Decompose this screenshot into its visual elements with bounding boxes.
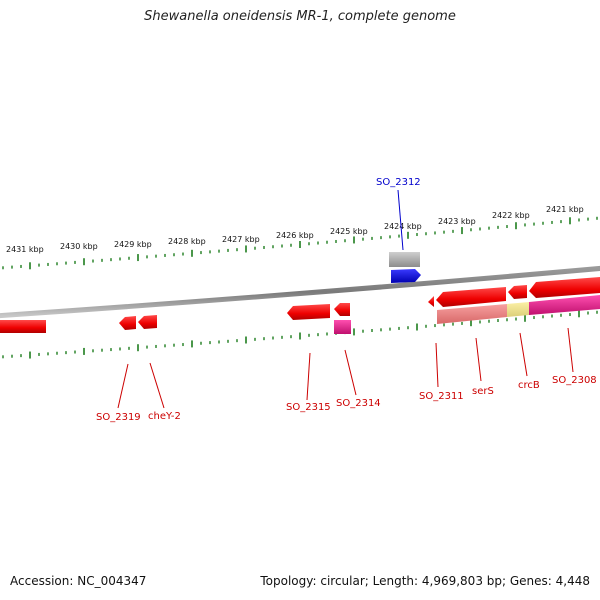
leader-chey-2 xyxy=(149,362,165,409)
tick-label-2428: 2428 kbp xyxy=(168,237,206,246)
gene-so-2314-red[interactable] xyxy=(334,303,350,316)
leader-so-2311 xyxy=(435,342,439,388)
tick-label-2427: 2427 kbp xyxy=(222,235,260,244)
gene-left-edge[interactable] xyxy=(0,320,46,333)
outer-tick-marks xyxy=(2,216,598,270)
leader-so-2312 xyxy=(397,189,404,251)
label-so-2308[interactable]: SO_2308 xyxy=(552,375,597,386)
rna-so-2308-magenta[interactable] xyxy=(529,295,600,315)
gene-so-2311-small[interactable] xyxy=(428,296,434,307)
leader-crcb xyxy=(519,332,528,377)
gene-so-2311[interactable] xyxy=(436,287,506,307)
label-so-2314[interactable]: SO_2314 xyxy=(336,398,381,409)
label-so-2315[interactable]: SO_2315 xyxy=(286,402,331,413)
label-chey-2[interactable]: cheY-2 xyxy=(148,411,181,422)
kbp-labels: 2431 kbp 2430 kbp 2429 kbp 2428 kbp 2427… xyxy=(6,205,584,254)
accession-text: Accession: NC_004347 xyxy=(10,574,147,588)
topology-text: Topology: circular; Length: 4,969,803 bp… xyxy=(260,574,590,588)
leader-sers xyxy=(475,337,482,382)
tick-label-2424: 2424 kbp xyxy=(384,222,422,231)
tick-label-2421: 2421 kbp xyxy=(546,205,584,214)
label-crcb[interactable]: crcB xyxy=(518,380,540,391)
gene-so-2312-blue[interactable] xyxy=(391,269,421,283)
leader-so-2314 xyxy=(344,349,357,396)
tick-label-2430: 2430 kbp xyxy=(60,242,98,251)
genome-backbone xyxy=(0,265,600,319)
label-so-2319[interactable]: SO_2319 xyxy=(96,412,141,423)
gene-crcb-red[interactable] xyxy=(529,277,600,298)
tick-label-2429: 2429 kbp xyxy=(114,240,152,249)
leader-so-2319 xyxy=(117,363,129,409)
gene-so-2312-gray[interactable] xyxy=(389,252,420,267)
label-so-2311[interactable]: SO_2311 xyxy=(419,391,464,402)
tick-label-2425: 2425 kbp xyxy=(330,227,368,236)
inner-tick-marks xyxy=(2,310,598,359)
gene-sers[interactable] xyxy=(508,285,527,299)
gene-chey-2[interactable] xyxy=(138,315,157,329)
label-sers[interactable]: serS xyxy=(472,386,494,397)
tick-label-2422: 2422 kbp xyxy=(492,211,530,220)
map-title: Shewanella oneidensis MR-1, complete gen… xyxy=(144,9,456,24)
label-so-2312[interactable]: SO_2312 xyxy=(376,177,421,188)
rna-crcb-yellow[interactable] xyxy=(507,302,529,317)
leader-so-2308 xyxy=(567,327,574,373)
gene-so-2314-magenta[interactable] xyxy=(334,320,351,334)
tick-label-2426: 2426 kbp xyxy=(276,231,314,240)
tick-label-2431: 2431 kbp xyxy=(6,245,44,254)
leader-so-2315 xyxy=(306,352,311,401)
tick-label-2423: 2423 kbp xyxy=(438,217,476,226)
gene-so-2319[interactable] xyxy=(119,316,136,330)
rna-sers-pink[interactable] xyxy=(437,304,507,324)
gene-so-2315[interactable] xyxy=(287,304,330,320)
